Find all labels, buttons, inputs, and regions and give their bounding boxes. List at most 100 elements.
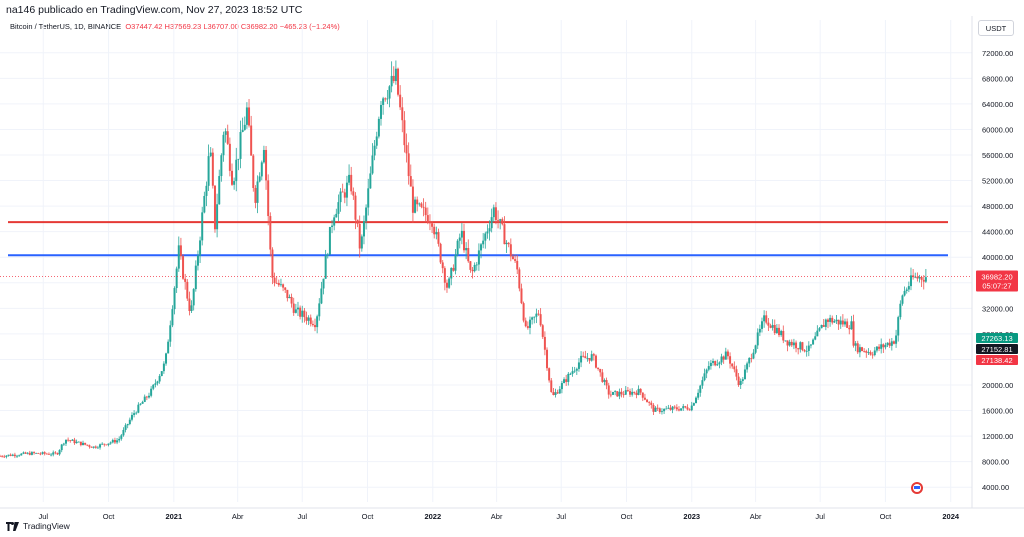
candle-body bbox=[258, 176, 261, 182]
candle-body bbox=[543, 336, 546, 350]
candle-body bbox=[135, 412, 138, 414]
symbol-ohlc-legend: Bitcoin / TetherUS, 1D, BINANCE O37447.4… bbox=[10, 22, 340, 31]
candle-body bbox=[445, 282, 448, 288]
candle-body bbox=[67, 439, 70, 441]
y-tick-label: 4000.00 bbox=[982, 483, 1009, 492]
candle-body bbox=[660, 411, 663, 413]
candle-body bbox=[643, 397, 646, 400]
candle-body bbox=[801, 342, 804, 351]
candle-body bbox=[590, 354, 593, 361]
candle-body bbox=[620, 391, 623, 395]
y-tick-label: 12000.00 bbox=[982, 432, 1013, 441]
candle-body bbox=[833, 321, 836, 323]
candle-body bbox=[60, 444, 63, 451]
candle-body bbox=[411, 186, 414, 213]
candle-body bbox=[324, 255, 327, 279]
candle-body bbox=[507, 242, 510, 245]
candle-body bbox=[116, 440, 119, 443]
candle-body bbox=[639, 388, 642, 393]
candle-body bbox=[844, 321, 847, 325]
candle-body bbox=[354, 195, 357, 220]
candle-body bbox=[492, 207, 495, 218]
candle-body bbox=[624, 390, 627, 395]
y-tick-label: 56000.00 bbox=[982, 151, 1013, 160]
candle-body bbox=[194, 265, 197, 290]
candle-body bbox=[635, 392, 638, 395]
publish-info: na146 publicado en TradingView.com, Nov … bbox=[6, 4, 303, 16]
x-tick-label: Oct bbox=[103, 512, 116, 521]
ohlc-change: −465.23 (−1.24%) bbox=[279, 22, 340, 31]
candle-body bbox=[39, 453, 42, 455]
candle-body bbox=[526, 326, 529, 328]
candle-body bbox=[124, 425, 127, 430]
candle-body bbox=[697, 392, 700, 398]
candle-body bbox=[318, 303, 321, 317]
candle-body bbox=[520, 288, 523, 304]
candle-body bbox=[282, 284, 285, 288]
candle-body bbox=[437, 232, 440, 244]
countdown-label: 05:07:27 bbox=[982, 282, 1011, 291]
candle-body bbox=[663, 408, 666, 412]
candle-body bbox=[741, 379, 744, 381]
candle-body bbox=[888, 342, 891, 346]
candle-body bbox=[41, 452, 44, 454]
candle-body bbox=[120, 435, 123, 439]
candle-body bbox=[26, 452, 29, 454]
candle-body bbox=[133, 413, 136, 415]
candle-body bbox=[1, 455, 4, 457]
candle-body bbox=[818, 328, 821, 331]
candle-body bbox=[348, 174, 351, 183]
candle-body bbox=[409, 176, 412, 187]
candle-body bbox=[3, 456, 6, 458]
candle-body bbox=[892, 341, 895, 344]
candle-body bbox=[101, 443, 104, 445]
candle-body bbox=[465, 248, 468, 251]
candle-body bbox=[367, 188, 370, 208]
candle-body bbox=[633, 391, 636, 393]
candle-body bbox=[826, 319, 829, 322]
candle-body bbox=[692, 403, 695, 406]
candle-body bbox=[780, 330, 783, 336]
candle-body bbox=[658, 408, 661, 413]
candle-body bbox=[269, 216, 272, 250]
tradingview-footer[interactable]: TradingView bbox=[6, 521, 70, 531]
candle-body bbox=[784, 340, 787, 342]
candle-body bbox=[96, 447, 99, 449]
candle-body bbox=[390, 75, 393, 87]
candle-body bbox=[799, 342, 802, 350]
candle-body bbox=[211, 152, 214, 186]
candle-body bbox=[216, 204, 219, 230]
candle-body bbox=[871, 354, 874, 356]
candle-body bbox=[252, 155, 255, 188]
candle-body bbox=[22, 452, 25, 454]
candle-body bbox=[797, 348, 800, 350]
candle-body bbox=[814, 336, 817, 340]
candle-body bbox=[611, 391, 614, 395]
candle-body bbox=[337, 202, 340, 214]
candle-body bbox=[375, 136, 378, 146]
candle-body bbox=[371, 155, 374, 174]
candle-body bbox=[484, 233, 487, 241]
candle-body bbox=[192, 289, 195, 306]
candle-body bbox=[497, 220, 500, 221]
candle-body bbox=[831, 317, 834, 323]
candle-body bbox=[16, 455, 19, 457]
candle-body bbox=[450, 267, 453, 279]
candle-body bbox=[792, 342, 795, 346]
candle-body bbox=[471, 269, 474, 272]
candle-body bbox=[622, 394, 625, 396]
candle-body bbox=[607, 385, 610, 395]
candle-body bbox=[671, 406, 674, 410]
candle-body bbox=[431, 223, 434, 227]
candle-body bbox=[335, 213, 338, 218]
candle-body bbox=[5, 455, 8, 457]
x-tick-label: Abr bbox=[232, 512, 244, 521]
candle-body bbox=[107, 443, 110, 445]
candle-body bbox=[150, 388, 153, 396]
candle-body bbox=[865, 351, 868, 353]
y-tick-label: 44000.00 bbox=[982, 228, 1013, 237]
candle-body bbox=[601, 372, 604, 382]
currency-button[interactable]: USDT bbox=[978, 20, 1014, 36]
candle-body bbox=[177, 245, 180, 269]
